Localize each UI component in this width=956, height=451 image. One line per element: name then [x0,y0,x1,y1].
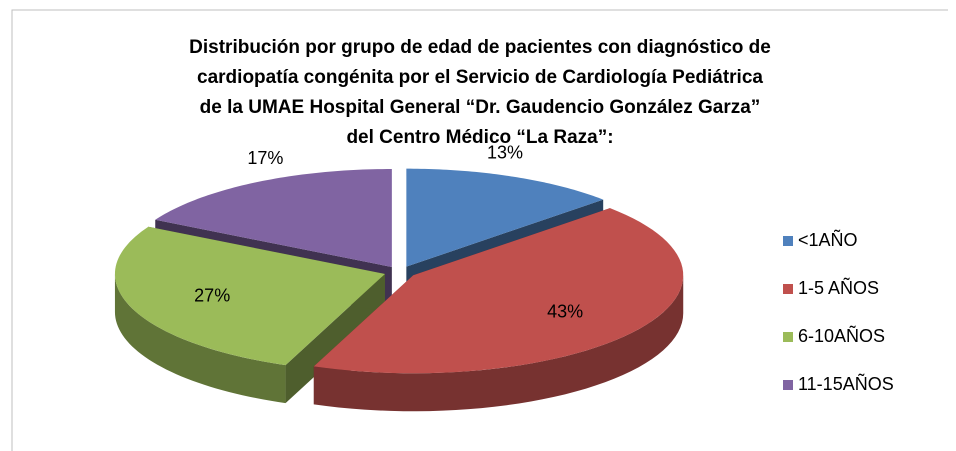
title-line: de la UMAE Hospital General “Dr. Gaudenc… [200,97,761,118]
legend-swatch [783,332,793,342]
data-label: 13% [487,143,523,163]
legend-label: <1AÑO [798,229,858,250]
slice [114,226,385,404]
legend-swatch [783,284,793,294]
slice [313,208,684,412]
data-label: 27% [194,285,230,305]
data-label: 17% [247,148,283,168]
pie: 13% 17% 27% 43% [114,143,684,412]
chart-frame [11,9,948,451]
slice-wall [114,273,286,404]
legend-swatch [783,380,793,390]
legend: <1AÑO 1-5 AÑOS 6-10AÑOS 11-15AÑOS [783,229,894,394]
slice-top [114,226,385,366]
data-label: 43% [547,301,583,321]
legend-label: 1-5 AÑOS [798,277,879,298]
legend-label: 11-15AÑOS [798,373,894,394]
slice-top [313,208,684,374]
legend-label: 6-10AÑOS [798,325,885,346]
title-line: Distribución por grupo de edad de pacien… [189,37,771,58]
slice-top [155,169,392,268]
title-line: cardiopatía congénita por el Servicio de… [197,67,763,88]
title-line: del Centro Médico “La Raza”: [346,127,613,148]
legend-swatch [783,236,793,246]
slice-wall [313,275,684,412]
slice-top [406,168,604,267]
chart-title: Distribución por grupo de edad de pacien… [189,37,771,148]
